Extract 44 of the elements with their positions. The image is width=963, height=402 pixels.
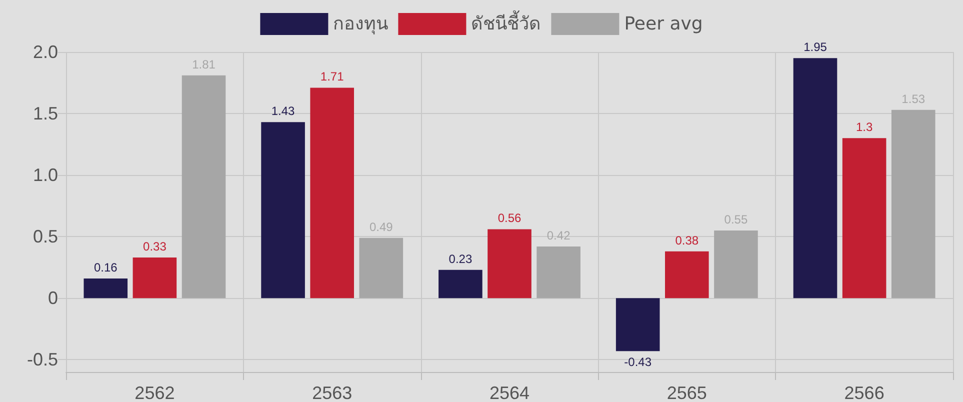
bar <box>182 75 226 298</box>
data-label: 0.56 <box>498 211 522 226</box>
data-label: 1.3 <box>856 120 873 134</box>
data-label: 1.71 <box>320 70 344 84</box>
y-tick-label: 0 <box>48 288 58 308</box>
data-label: 0.23 <box>448 252 472 266</box>
legend-label: ดัชนีชี้วัด <box>471 10 542 34</box>
x-tick-label: 2564 <box>489 383 530 402</box>
bar <box>536 246 580 298</box>
bar <box>616 298 660 352</box>
data-label: 0.55 <box>724 212 748 226</box>
bar <box>793 58 838 298</box>
data-label: 0.33 <box>143 240 167 254</box>
data-label: 1.53 <box>902 92 926 106</box>
legend-label: Peer avg <box>624 14 703 34</box>
bar <box>842 138 886 298</box>
data-label: 1.81 <box>192 57 216 72</box>
bar <box>665 251 709 298</box>
data-label: 0.49 <box>369 220 394 234</box>
y-tick-label: 1.0 <box>32 165 58 186</box>
bar <box>359 238 404 298</box>
y-tick-label: 0.5 <box>32 226 58 247</box>
x-tick-label: 2563 <box>312 383 352 402</box>
bar <box>261 122 305 298</box>
data-label: -0.43 <box>624 355 652 370</box>
bar <box>714 230 758 298</box>
data-label: 0.42 <box>546 228 571 242</box>
bar <box>310 88 354 298</box>
bar <box>488 229 532 298</box>
bar <box>132 258 177 298</box>
bar <box>891 110 936 298</box>
data-label: 1.95 <box>804 40 828 54</box>
bar <box>438 270 482 298</box>
bar <box>84 278 128 298</box>
y-tick-label: 2.0 <box>32 42 58 62</box>
data-label: 1.43 <box>271 104 296 118</box>
x-tick-label: 2565 <box>666 383 707 402</box>
x-tick-label: 2566 <box>844 383 884 402</box>
y-tick-label: 1.5 <box>32 104 58 124</box>
legend-label: กองทุน <box>333 14 388 34</box>
data-label: 0.16 <box>94 260 118 274</box>
data-label: 0.38 <box>675 233 699 248</box>
x-tick-label: 2562 <box>134 383 175 402</box>
y-tick-label: -0.5 <box>26 350 58 370</box>
